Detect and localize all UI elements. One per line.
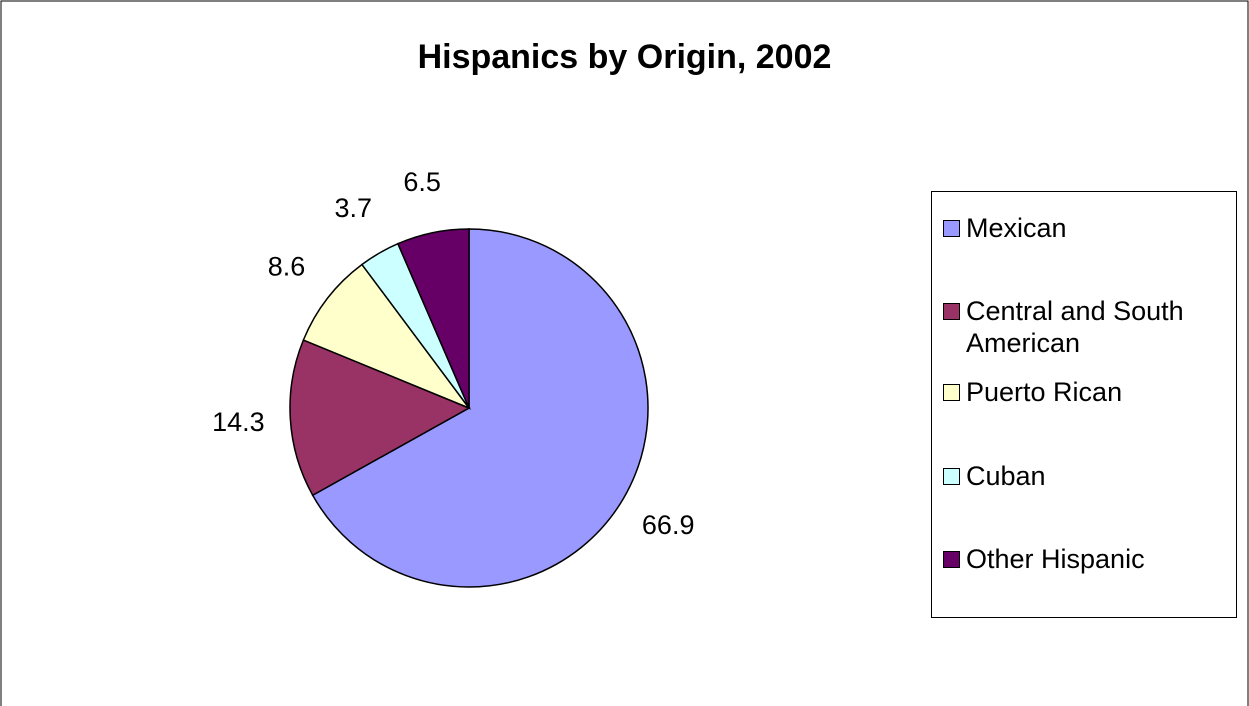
legend-item: Cuban xyxy=(943,460,1236,492)
slice-value-label: 8.6 xyxy=(268,251,306,281)
legend-label: Cuban xyxy=(966,461,1046,491)
legend-swatch xyxy=(943,220,960,237)
legend-label: Central and South American xyxy=(966,296,1184,358)
slice-value-label: 66.9 xyxy=(642,510,695,540)
pie-slice-other-hispanic xyxy=(396,228,470,409)
legend-swatch xyxy=(943,303,960,320)
slice-value-label: 3.7 xyxy=(335,193,373,223)
legend-swatch xyxy=(943,551,960,568)
legend-item: Other Hispanic xyxy=(943,543,1236,575)
pie-slice-central-and-south-american xyxy=(289,339,471,497)
legend-swatch xyxy=(943,384,960,401)
pie-labels: 66.9 14.3 8.6 3.7 6.5 xyxy=(212,167,694,540)
pie-slice-mexican xyxy=(311,228,649,588)
pie-slice-puerto-rican xyxy=(302,263,472,410)
legend-label: Puerto Rican xyxy=(966,377,1123,407)
slice-value-label: 6.5 xyxy=(403,167,441,197)
legend-label: Other Hispanic xyxy=(966,544,1145,574)
legend-item: Central and South American xyxy=(943,295,1236,359)
legend: Mexican Central and South American Puerto … xyxy=(931,191,1237,618)
legend-swatch xyxy=(943,468,960,485)
legend-label: Mexican xyxy=(966,213,1067,243)
legend-item: Mexican xyxy=(943,212,1236,244)
slice-value-label: 14.3 xyxy=(212,407,265,437)
pie-slices xyxy=(289,228,649,588)
chart-title: Hispanics by Origin, 2002 xyxy=(417,38,832,76)
legend-item: Puerto Rican xyxy=(943,376,1236,408)
